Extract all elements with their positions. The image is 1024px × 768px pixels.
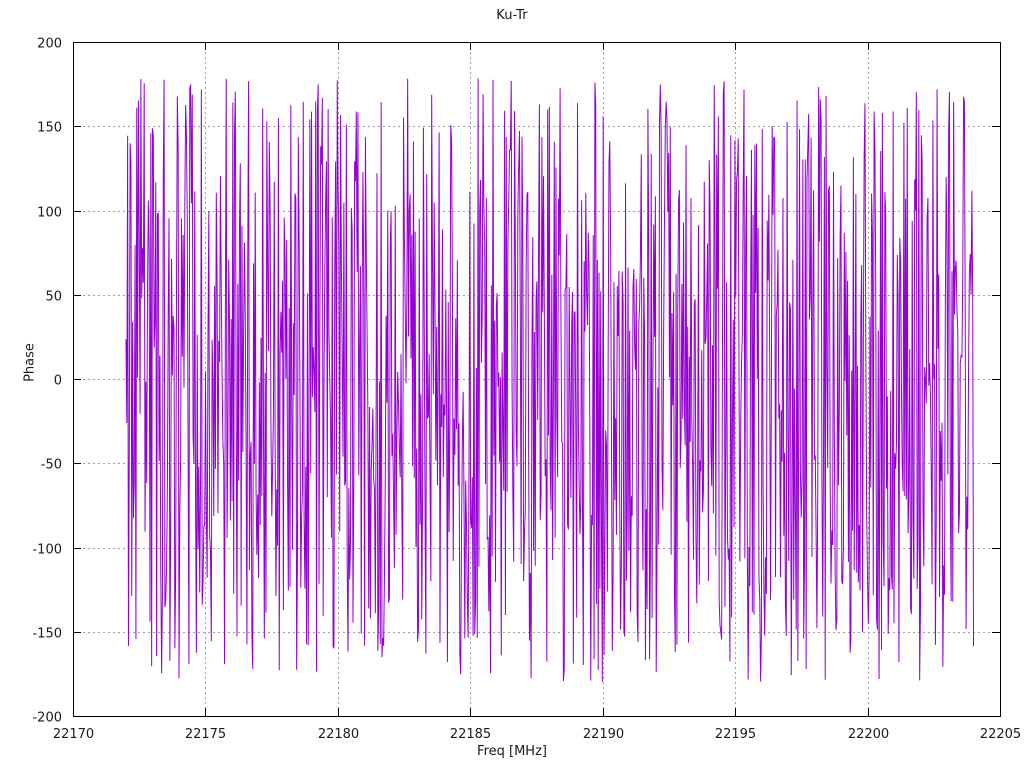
phase-series-line	[125, 78, 975, 683]
x-tick-label: 22175	[185, 727, 226, 742]
y-axis-label: Phase	[22, 343, 38, 382]
x-tick-label: 22190	[583, 727, 624, 742]
data-series-group	[125, 78, 975, 683]
y-tick-label: 100	[37, 206, 62, 221]
y-tick-label: -200	[32, 711, 62, 726]
y-tick-label: -100	[32, 543, 62, 558]
x-tick-label: 22200	[848, 727, 889, 742]
y-tick-label: -50	[41, 458, 62, 473]
plot-border	[73, 42, 1001, 717]
x-axis-label: Freq [MHz]	[477, 744, 547, 759]
x-tick-label: 22195	[715, 727, 756, 742]
y-tick-label: 150	[37, 121, 62, 136]
x-tick-label: 22185	[450, 727, 491, 742]
x-tick-label: 22205	[980, 727, 1021, 742]
x-tick-label: 22170	[53, 727, 94, 742]
x-tick-label: 22180	[318, 727, 359, 742]
y-tick-label: 200	[37, 37, 62, 52]
tick-labels-group: -200 -150 -100 -50 0 50 100 150 200 22170 22175 221…	[32, 37, 1021, 743]
chart-title: Ku-Tr	[496, 8, 528, 23]
y-tick-label: 50	[45, 290, 62, 305]
y-tick-label: 0	[54, 374, 62, 389]
y-tick-label: -150	[32, 627, 62, 642]
